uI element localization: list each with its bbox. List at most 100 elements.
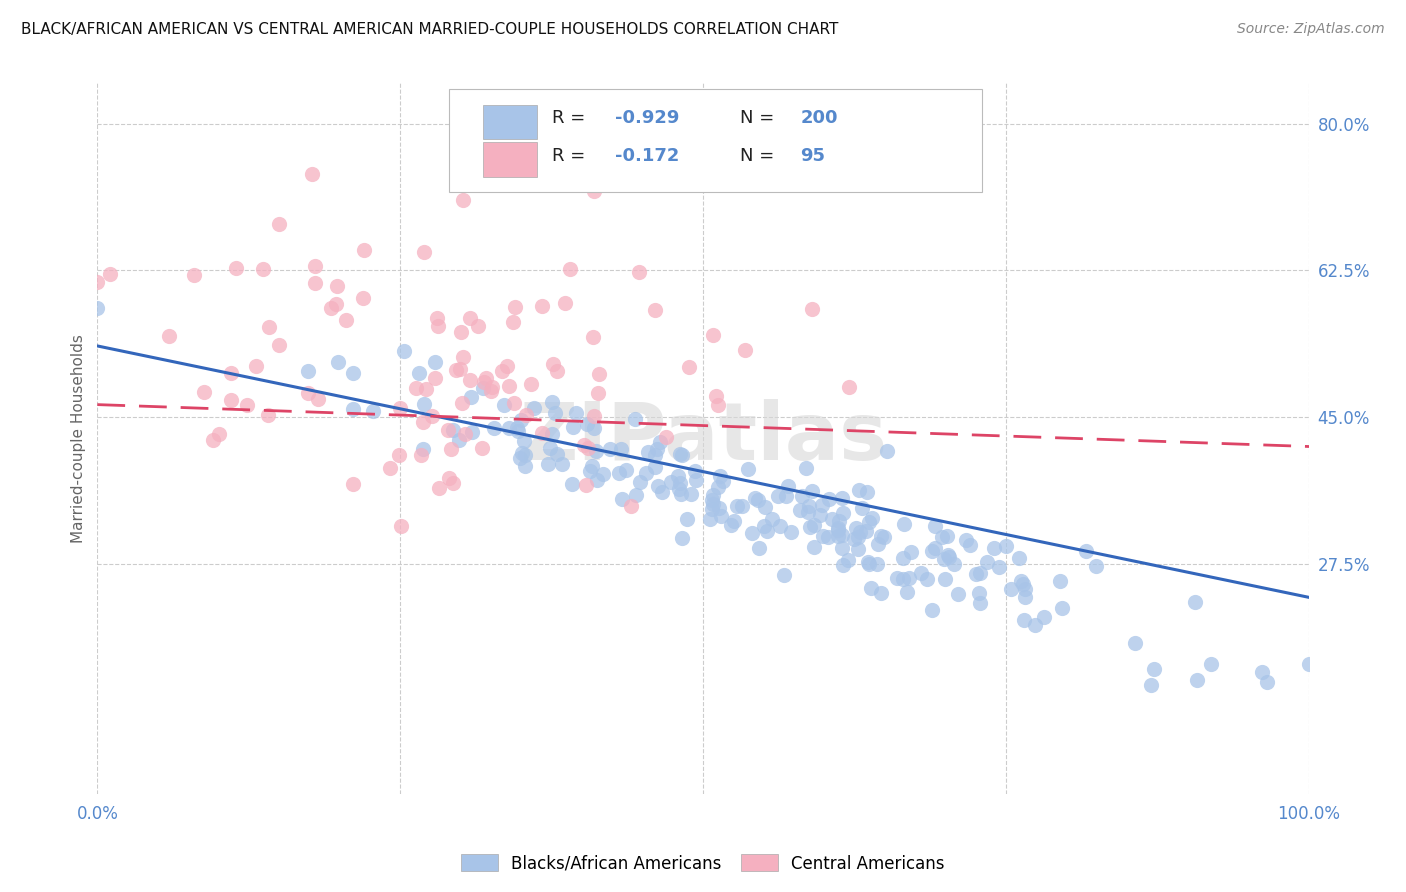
Point bbox=[538, 442, 561, 456]
Point bbox=[796, 461, 818, 475]
Point bbox=[361, 404, 384, 418]
Point bbox=[910, 566, 932, 581]
Point bbox=[437, 471, 460, 485]
Point bbox=[987, 560, 1010, 574]
Point bbox=[335, 313, 357, 327]
Text: Source: ZipAtlas.com: Source: ZipAtlas.com bbox=[1237, 22, 1385, 37]
Point bbox=[827, 529, 849, 543]
Point bbox=[1014, 582, 1036, 596]
Point bbox=[1185, 673, 1208, 688]
Point bbox=[644, 302, 666, 317]
Point bbox=[873, 530, 896, 544]
Text: 95: 95 bbox=[800, 147, 825, 165]
Point bbox=[581, 330, 603, 344]
Point bbox=[472, 381, 495, 395]
Point bbox=[326, 279, 349, 293]
Point bbox=[492, 398, 515, 412]
Point bbox=[789, 503, 811, 517]
Point bbox=[645, 442, 668, 456]
Point bbox=[408, 366, 430, 380]
Point bbox=[924, 519, 946, 533]
Point bbox=[938, 549, 960, 564]
Point bbox=[257, 409, 280, 423]
Point bbox=[502, 396, 524, 410]
Point bbox=[876, 444, 898, 458]
Point bbox=[1012, 577, 1035, 591]
Point bbox=[626, 488, 648, 502]
Point bbox=[506, 421, 529, 435]
Point bbox=[707, 480, 730, 494]
Point bbox=[811, 529, 834, 543]
Point bbox=[1143, 662, 1166, 676]
Point bbox=[1010, 574, 1032, 588]
Point bbox=[1052, 601, 1074, 615]
Point bbox=[454, 427, 477, 442]
Point bbox=[588, 367, 610, 381]
Point bbox=[412, 442, 434, 457]
Point bbox=[441, 475, 464, 490]
Point bbox=[737, 462, 759, 476]
Point bbox=[868, 536, 890, 550]
Point bbox=[451, 193, 474, 207]
Point bbox=[413, 397, 436, 411]
Point bbox=[866, 558, 889, 572]
Point bbox=[576, 417, 599, 431]
Point bbox=[709, 508, 731, 523]
Point bbox=[509, 450, 531, 465]
Point bbox=[441, 423, 464, 437]
Point bbox=[1012, 613, 1035, 627]
Point bbox=[444, 362, 467, 376]
Point bbox=[405, 381, 427, 395]
Point bbox=[502, 316, 524, 330]
Point bbox=[647, 479, 669, 493]
Point bbox=[610, 492, 633, 507]
Point bbox=[409, 448, 432, 462]
Point bbox=[523, 401, 546, 415]
Point bbox=[671, 448, 693, 462]
Point bbox=[969, 585, 991, 599]
Point bbox=[831, 528, 853, 542]
Point bbox=[219, 392, 242, 407]
Point bbox=[676, 512, 699, 526]
Point bbox=[575, 477, 598, 491]
Point bbox=[183, 268, 205, 282]
Point bbox=[513, 449, 536, 463]
Point bbox=[702, 327, 724, 342]
Point bbox=[440, 442, 463, 457]
Point bbox=[837, 552, 859, 566]
Text: ZIPatlas: ZIPatlas bbox=[519, 399, 887, 477]
Point bbox=[797, 499, 820, 513]
Point bbox=[1024, 618, 1046, 632]
FancyBboxPatch shape bbox=[482, 143, 537, 177]
Point bbox=[1199, 657, 1222, 671]
Point bbox=[775, 489, 797, 503]
Point bbox=[225, 261, 247, 276]
Point bbox=[668, 482, 690, 496]
Point bbox=[481, 380, 503, 394]
Point bbox=[236, 398, 259, 412]
Point bbox=[321, 301, 343, 315]
Point bbox=[983, 541, 1005, 555]
Point bbox=[995, 539, 1018, 553]
Point bbox=[582, 409, 605, 423]
Point bbox=[388, 401, 411, 415]
Point bbox=[546, 364, 568, 378]
Point bbox=[475, 371, 498, 385]
Point bbox=[624, 411, 647, 425]
FancyBboxPatch shape bbox=[449, 89, 981, 193]
Point bbox=[678, 359, 700, 374]
Point bbox=[460, 390, 482, 404]
Point bbox=[392, 343, 415, 358]
Point bbox=[207, 426, 229, 441]
Point bbox=[541, 427, 564, 442]
Point bbox=[1251, 665, 1274, 680]
Point bbox=[766, 489, 789, 503]
Point bbox=[537, 457, 560, 471]
Point bbox=[267, 337, 290, 351]
Point bbox=[479, 384, 502, 399]
Point bbox=[451, 396, 474, 410]
Point bbox=[583, 420, 606, 434]
Point bbox=[426, 310, 449, 325]
Point bbox=[388, 448, 411, 462]
Point bbox=[610, 442, 633, 456]
